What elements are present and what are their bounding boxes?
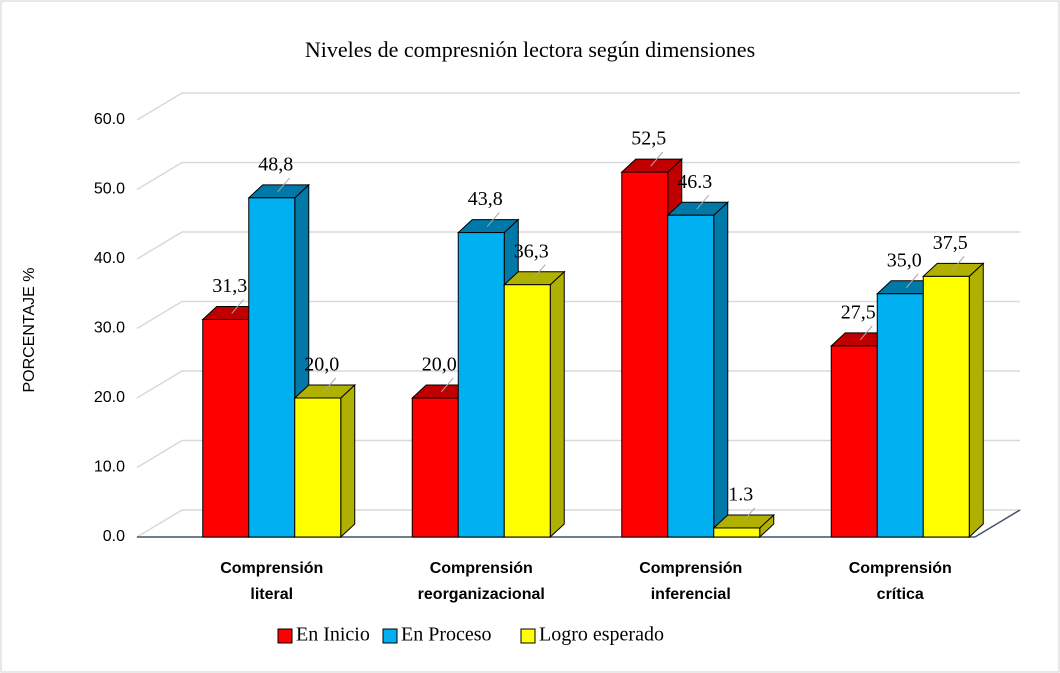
data-label: 27,5 <box>841 301 876 323</box>
legend-swatch <box>520 628 536 644</box>
bar <box>621 171 669 538</box>
bar <box>411 397 459 538</box>
label-leader <box>742 507 756 523</box>
bar <box>202 318 250 538</box>
y-tick-label: 30.0 <box>94 320 125 337</box>
y-tick-label: 10.0 <box>94 459 125 476</box>
x-tick-label: Comprensión reorganizacional <box>418 560 545 603</box>
x-tick-line: inferencial <box>651 586 731 603</box>
label-leader <box>440 377 454 393</box>
bar-side <box>968 262 984 539</box>
data-label: 35,0 <box>887 249 922 271</box>
x-tick-line: Comprensión <box>639 560 742 577</box>
x-tick-line: literal <box>250 586 293 603</box>
data-label: 46.3 <box>677 171 712 193</box>
x-tick-line: Comprensión <box>849 560 952 577</box>
y-tick-label: 50.0 <box>94 181 125 198</box>
chart-title: Niveles de compresnión lectora según dim… <box>305 37 755 62</box>
x-tick-line: reorganizacional <box>418 586 545 603</box>
x-tick-label: Comprensión inferencial <box>639 560 742 603</box>
label-leader <box>696 194 710 210</box>
label-leader <box>486 212 500 227</box>
grid-line <box>136 439 1020 469</box>
grid-line <box>136 509 1020 538</box>
bar-side <box>340 383 356 539</box>
y-tick-label: 60.0 <box>94 111 125 128</box>
bar <box>830 345 878 538</box>
y-tick-label: 20.0 <box>94 389 125 406</box>
legend-swatch <box>382 628 398 644</box>
bar <box>294 397 342 538</box>
bar <box>876 293 924 538</box>
y-tick-label: 0.0 <box>103 528 125 545</box>
bar-side <box>713 201 729 539</box>
grid-line <box>136 300 1020 330</box>
x-tick-label: Comprensión crítica <box>849 560 952 603</box>
bar <box>922 275 970 538</box>
grid-line <box>136 92 1020 121</box>
data-label: 20,0 <box>304 354 339 376</box>
data-label: 37,5 <box>933 232 968 254</box>
label-leader <box>532 264 546 280</box>
label-leader <box>650 151 664 167</box>
bar <box>713 527 761 538</box>
data-label: 31,3 <box>212 275 247 297</box>
data-label: 48,8 <box>258 153 293 175</box>
data-label: 20,0 <box>422 354 457 376</box>
grid-line <box>136 231 1020 260</box>
bar <box>457 232 505 538</box>
label-leader <box>323 377 337 393</box>
x-tick-label: Comprensión literal <box>220 560 323 603</box>
bar <box>503 284 551 538</box>
label-leader <box>859 325 873 341</box>
label-leader <box>951 256 965 271</box>
bar <box>667 214 715 538</box>
legend-swatch <box>277 628 293 644</box>
grid-line <box>136 370 1020 399</box>
bar-side <box>549 270 565 539</box>
label-leader <box>277 177 291 193</box>
data-label: 1.3 <box>728 484 753 506</box>
y-axis-title: PORCENTAJE % <box>21 267 38 392</box>
bar <box>248 197 296 538</box>
x-tick-line: Comprensión <box>430 560 533 577</box>
legend-label: En Inicio <box>296 624 370 646</box>
data-label: 52,5 <box>631 128 666 150</box>
label-leader <box>231 299 245 314</box>
y-tick-label: 40.0 <box>94 250 125 267</box>
legend-label: Logro esperado <box>539 624 664 646</box>
x-axis-depth <box>974 509 1021 538</box>
x-tick-line: crítica <box>877 586 924 603</box>
data-label: 43,8 <box>468 188 503 210</box>
grid-line <box>136 161 1020 191</box>
x-tick-line: Comprensión <box>220 560 323 577</box>
label-leader <box>905 273 919 289</box>
data-label: 36,3 <box>514 240 549 262</box>
legend-label: En Proceso <box>401 624 492 646</box>
